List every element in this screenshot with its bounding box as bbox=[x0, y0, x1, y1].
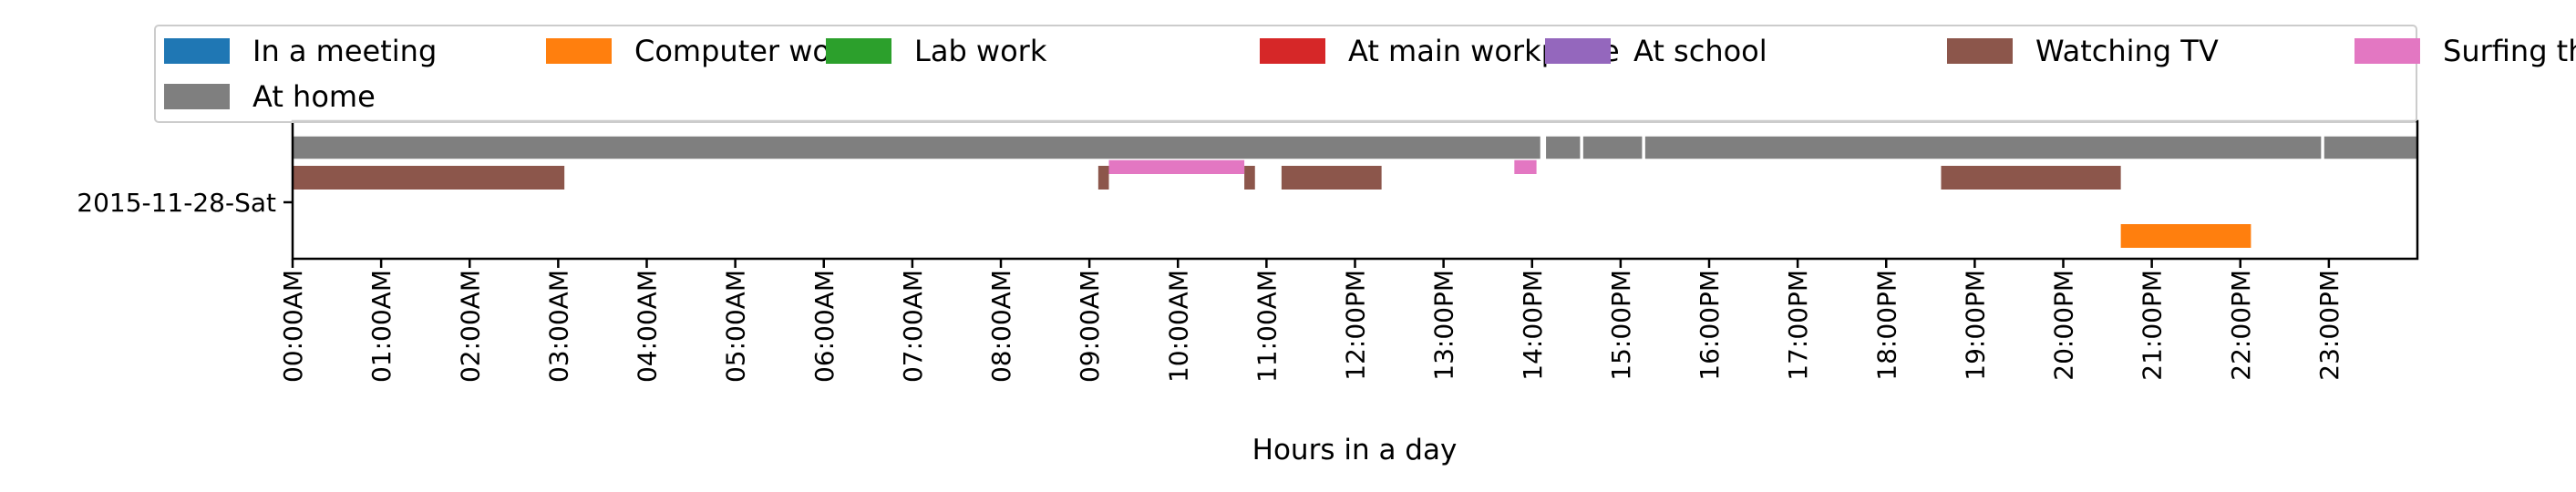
activity-bars bbox=[292, 135, 2418, 248]
legend-swatch bbox=[164, 84, 230, 109]
x-tick-label: 13:00PM bbox=[1429, 270, 1459, 381]
x-tick-label: 00:00AM bbox=[278, 270, 308, 383]
legend-swatch bbox=[1260, 38, 1325, 64]
legend-label: Surfing the internet bbox=[2443, 34, 2576, 68]
x-tick-label: 19:00PM bbox=[1960, 270, 1990, 381]
x-tick-label: 06:00AM bbox=[809, 270, 840, 383]
x-tick-label: 03:00AM bbox=[543, 270, 573, 383]
x-tick-label: 16:00PM bbox=[1695, 270, 1725, 381]
x-tick-label: 04:00AM bbox=[633, 270, 663, 383]
bar-watching-tv-3 bbox=[1281, 166, 1382, 190]
x-tick-label: 12:00PM bbox=[1341, 270, 1371, 381]
x-tick-label: 14:00PM bbox=[1518, 270, 1548, 381]
y-axis-ticks: 2015-11-28-Sat bbox=[77, 188, 293, 218]
x-tick-label: 23:00PM bbox=[2314, 270, 2344, 381]
x-tick-label: 02:00AM bbox=[455, 270, 485, 383]
x-axis-ticks: 00:00AM 01:00AM 02:00AM 03:00AM 04:00AM 05:00… bbox=[278, 259, 2344, 383]
bar-surfing-the-internet-0 bbox=[1108, 159, 1245, 174]
bar-watching-tv-4 bbox=[1941, 166, 2121, 190]
x-tick-label: 21:00PM bbox=[2138, 270, 2168, 381]
bar-computer-work-0 bbox=[2120, 224, 2251, 248]
x-axis-label: Hours in a day bbox=[1252, 434, 1458, 466]
bar-watching-tv-1 bbox=[1097, 166, 1109, 190]
legend-label: Lab work bbox=[914, 34, 1047, 68]
x-tick-label: 10:00AM bbox=[1163, 270, 1193, 383]
x-tick-label: 17:00PM bbox=[1783, 270, 1813, 381]
legend-label: In a meeting bbox=[252, 34, 437, 68]
x-tick-label: 05:00AM bbox=[721, 270, 751, 383]
x-tick-label: 08:00AM bbox=[986, 270, 1016, 383]
legend-swatch bbox=[2354, 38, 2420, 64]
legend-label: At home bbox=[252, 79, 376, 114]
legend-label: Computer work bbox=[634, 34, 860, 68]
x-tick-label: 11:00AM bbox=[1252, 270, 1282, 383]
bar-at-home-3 bbox=[1643, 135, 2323, 160]
bar-at-home-4 bbox=[2323, 135, 2418, 160]
x-tick-label: 15:00PM bbox=[1606, 270, 1636, 381]
legend-frame bbox=[154, 25, 2417, 123]
legend-label: At school bbox=[1633, 34, 1767, 68]
bar-at-home-2 bbox=[1582, 135, 1643, 160]
bar-at-home-0 bbox=[292, 135, 1542, 160]
bar-watching-tv-0 bbox=[293, 166, 565, 190]
bar-at-home-1 bbox=[1544, 135, 1582, 160]
x-tick-label: 22:00PM bbox=[2226, 270, 2256, 381]
legend-swatch bbox=[164, 38, 230, 64]
legend-swatch bbox=[826, 38, 891, 64]
y-tick-label: 2015-11-28-Sat bbox=[77, 188, 276, 218]
x-tick-label: 09:00AM bbox=[1075, 270, 1105, 383]
bar-surfing-the-internet-1 bbox=[1514, 159, 1537, 174]
x-tick-label: 07:00AM bbox=[898, 270, 928, 383]
legend-swatch bbox=[1947, 38, 2013, 64]
x-tick-label: 18:00PM bbox=[1871, 270, 1901, 381]
legend: In a meeting Computer work Lab work At main… bbox=[154, 25, 2576, 123]
legend-swatch bbox=[1545, 38, 1611, 64]
legend-swatch bbox=[546, 38, 612, 64]
x-tick-label: 20:00PM bbox=[2049, 270, 2079, 381]
bar-watching-tv-2 bbox=[1244, 166, 1255, 190]
x-tick-label: 01:00AM bbox=[366, 270, 397, 383]
legend-label: Watching TV bbox=[2035, 34, 2219, 68]
